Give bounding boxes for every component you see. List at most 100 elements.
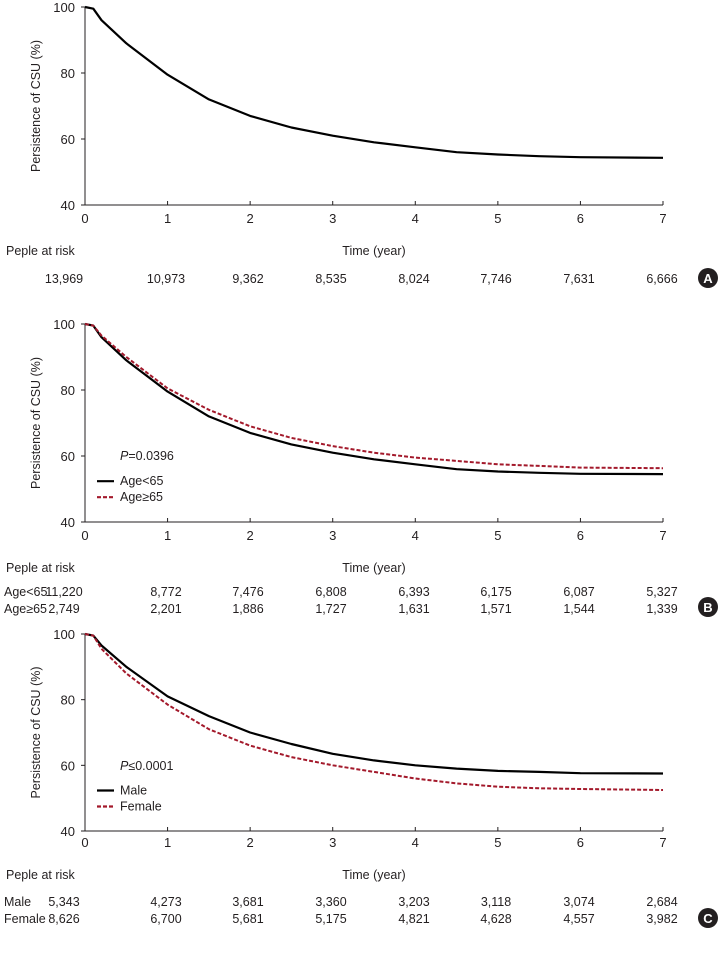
risk-value: 13,969 [45,272,83,286]
risk-value: 6,666 [646,272,677,286]
y-tick-label: 100 [53,627,75,642]
series-line-female [84,633,664,791]
x-tick-label: 4 [412,528,419,543]
x-tick-label: 3 [329,835,336,850]
risk-value: 2,684 [646,895,677,909]
legend-p-value-b: P=0.0396 [120,449,174,463]
y-axis-label: Persistence of CSU (%) [29,357,43,489]
x-tick-label: 2 [247,528,254,543]
panel-b: 40 60 80 100 0 1 2 3 4 5 6 7 Persistence of CSU (%) T… [4,317,718,617]
risk-value: 3,681 [232,895,263,909]
x-tick-label: 7 [659,211,666,226]
x-tick-label: 6 [577,528,584,543]
legend-label: Age<65 [120,474,163,488]
x-tick-label: 1 [164,835,171,850]
risk-value: 5,681 [232,912,263,926]
y-tick-label: 80 [61,693,75,708]
x-axis-label: Time (year) [342,868,405,882]
risk-value: 4,273 [150,895,181,909]
risk-row-label: Male [4,895,31,909]
panel-letter: A [703,271,713,286]
risk-value: 6,175 [480,585,511,599]
x-tick-label: 7 [659,528,666,543]
risk-value: 5,343 [48,895,79,909]
x-tick-label: 0 [81,835,88,850]
risk-value: 7,746 [480,272,511,286]
legend-label: Age≥65 [120,490,163,504]
legend-label: Female [120,799,162,813]
risk-value: 8,535 [315,272,346,286]
series-line-age-65 [84,322,664,476]
x-axis-label: Time (year) [342,244,405,258]
x-tick-label: 4 [412,211,419,226]
risk-value: 10,973 [147,272,185,286]
panel-letter: C [703,911,713,926]
risk-value: 8,626 [48,912,79,926]
x-tick-label: 6 [577,211,584,226]
risk-table-title: Peple at risk [6,868,76,882]
x-tick-label: 1 [164,211,171,226]
risk-value: 4,557 [563,912,594,926]
legend-p-value-c: P≤0.0001 [120,759,174,773]
panel-letter: B [703,600,712,615]
x-tick-label: 3 [329,528,336,543]
risk-value: 1,571 [480,602,511,616]
risk-value: 7,476 [232,585,263,599]
risk-value: 7,631 [563,272,594,286]
x-tick-label: 5 [494,528,501,543]
y-axis-label: Persistence of CSU (%) [29,40,43,172]
risk-value: 1,339 [646,602,677,616]
risk-row-label: Age<65 [4,585,47,599]
y-tick-label: 40 [61,198,75,213]
risk-value: 8,772 [150,585,181,599]
series-line-all [84,5,664,159]
risk-value: 9,362 [232,272,263,286]
risk-value: 1,886 [232,602,263,616]
series-line-male [84,632,664,775]
panel-letter-badge [698,597,718,617]
risk-value: 2,749 [48,602,79,616]
y-tick-label: 80 [61,383,75,398]
x-axis-label: Time (year) [342,561,405,575]
risk-value: 11,220 [45,585,82,599]
risk-table-title: Peple at risk [6,561,76,575]
y-tick-label: 60 [61,449,75,464]
risk-value: 3,360 [315,895,346,909]
x-tick-label: 3 [329,211,336,226]
risk-value: 3,074 [563,895,594,909]
risk-value: 4,821 [398,912,429,926]
y-tick-label: 60 [61,132,75,147]
risk-value: 4,628 [480,912,511,926]
x-tick-label: 4 [412,835,419,850]
y-tick-label: 100 [53,0,75,15]
risk-value: 1,631 [398,602,429,616]
risk-table-title: Peple at risk [6,244,76,258]
x-tick-label: 0 [81,211,88,226]
x-tick-label: 7 [659,835,666,850]
risk-value: 6,700 [150,912,181,926]
risk-value: 8,024 [398,272,429,286]
risk-value: 6,393 [398,585,429,599]
risk-row-label: Age≥65 [4,602,47,616]
panel-letter-badge [698,268,718,288]
risk-value: 1,727 [315,602,346,616]
risk-value: 5,175 [315,912,346,926]
risk-value: 3,982 [646,912,677,926]
panel-letter-badge [698,908,718,928]
risk-value: 3,203 [398,895,429,909]
y-tick-label: 80 [61,66,75,81]
x-tick-label: 5 [494,211,501,226]
risk-value: 3,118 [481,895,511,909]
y-tick-label: 100 [53,317,75,332]
series-line-age-65 [84,323,664,470]
risk-value: 2,201 [150,602,181,616]
x-tick-label: 2 [247,211,254,226]
legend-label: Male [120,783,147,797]
risk-row-label: Female [4,912,46,926]
y-tick-label: 60 [61,758,75,773]
panel-a: 40 60 80 100 0 1 2 3 4 5 6 7 Persistence of CSU (%) T… [6,0,718,288]
y-tick-label: 40 [61,515,75,530]
y-tick-label: 40 [61,824,75,839]
panel-c: 40 60 80 100 0 1 2 3 4 5 6 7 Persistence of CSU (%) T… [4,627,718,928]
